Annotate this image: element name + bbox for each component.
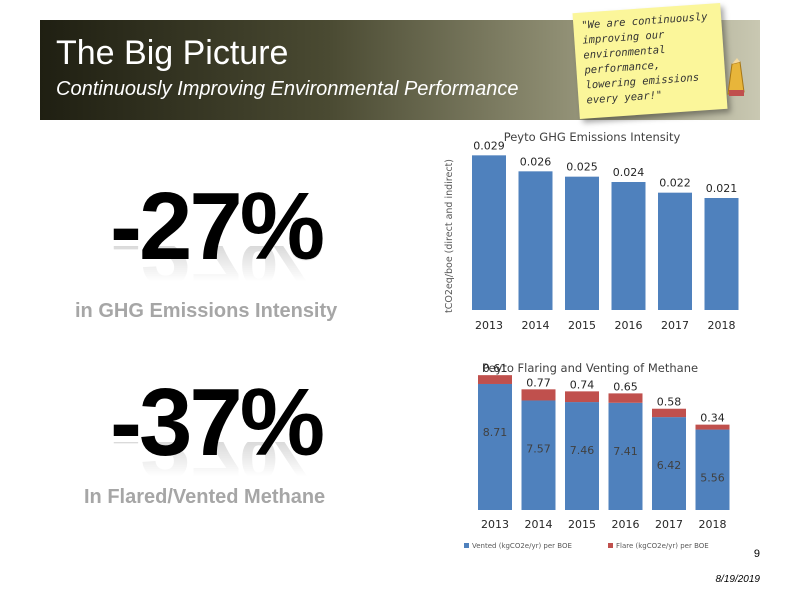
chart1-data-label: 0.022 — [659, 177, 691, 190]
legend-label-vented: Vented (kgCO2e/yr) per BOE — [472, 542, 572, 550]
chart1-x-tick: 2018 — [708, 319, 736, 332]
chart2-flare-label: 0.61 — [483, 362, 508, 375]
chart2-flare-label: 0.65 — [613, 380, 638, 393]
chart2-bar-flare-2014 — [521, 389, 556, 401]
chart1-bar-2014 — [518, 171, 553, 310]
chart2-bar-flare-2013 — [478, 375, 512, 384]
stat-ghg-caption: in GHG Emissions Intensity — [75, 300, 338, 322]
chart2-x-tick: 2013 — [481, 518, 509, 531]
stat-methane-caption: In Flared/Vented Methane — [84, 486, 326, 508]
chart2-x-tick: 2016 — [612, 518, 640, 531]
chart2-vented-label: 7.41 — [613, 445, 638, 458]
chart2-bar-vented-2016 — [608, 402, 643, 510]
chart2-bar-vented-2018 — [695, 429, 730, 510]
chart2-bar-vented-2013 — [478, 383, 512, 510]
chart2-flare-label: 0.34 — [700, 412, 725, 425]
chart1-data-label: 0.025 — [566, 161, 598, 174]
chart2-vented-label: 5.56 — [700, 472, 725, 485]
chart2-x-tick: 2015 — [568, 518, 596, 531]
chart1-x-tick: 2015 — [568, 319, 596, 332]
chart2-title: Peyto Flaring and Venting of Methane — [482, 361, 698, 375]
chart2-x-tick: 2014 — [525, 518, 553, 531]
chart2-vented-label: 6.42 — [657, 459, 682, 472]
chart1-bar-2015 — [565, 176, 599, 310]
chart2-vented-label: 8.71 — [483, 426, 508, 439]
chart2-bar-vented-2017 — [652, 417, 686, 510]
slide-date: 8/19/2019 — [715, 574, 761, 585]
chart2-bar-flare-2015 — [565, 391, 599, 403]
stat-methane-value: -37% — [110, 369, 325, 476]
chart1-data-label: 0.024 — [613, 166, 645, 179]
chart1-data-label: 0.029 — [473, 139, 505, 152]
ghg-intensity-chart: Peyto GHG Emissions Intensity tCO2eq/boe… — [444, 130, 739, 332]
slide-title: The Big Picture — [56, 34, 289, 72]
pencil-icon — [727, 58, 745, 96]
flaring-venting-chart: Peyto Flaring and Venting of Methane 8.7… — [464, 361, 730, 550]
chart1-ylabel: tCO2eq/boe (direct and indirect) — [444, 159, 455, 313]
chart2-vented-label: 7.46 — [570, 444, 595, 457]
chart1-x-tick: 2016 — [615, 319, 643, 332]
chart1-data-label: 0.021 — [706, 182, 738, 195]
chart2-bar-vented-2015 — [565, 402, 599, 510]
chart2-flare-label: 0.74 — [570, 378, 595, 391]
chart2-vented-label: 7.57 — [526, 442, 551, 455]
chart2-flare-label: 0.77 — [526, 376, 551, 389]
chart2-flare-label: 0.58 — [657, 396, 682, 409]
chart2-bar-flare-2016 — [608, 393, 643, 403]
legend-swatch-flare — [608, 543, 613, 548]
chart1-bar-2016 — [611, 182, 646, 310]
chart2-bar-vented-2014 — [521, 400, 556, 510]
chart1-x-tick: 2017 — [661, 319, 689, 332]
chart1-x-tick: 2014 — [522, 319, 550, 332]
legend-swatch-vented — [464, 543, 469, 548]
chart1-title: Peyto GHG Emissions Intensity — [504, 130, 681, 144]
chart2-bar-flare-2018 — [695, 424, 730, 430]
legend-label-flare: Flare (kgCO2e/yr) per BOE — [616, 542, 709, 550]
chart1-bar-2018 — [704, 198, 739, 310]
chart2-bar-flare-2017 — [652, 408, 686, 418]
chart1-bar-2013 — [472, 155, 506, 310]
chart2-x-tick: 2018 — [699, 518, 727, 531]
slide-subtitle: Continuously Improving Environmental Per… — [56, 78, 519, 100]
stat-ghg-value: -27% — [110, 173, 325, 280]
page-number: 9 — [753, 548, 760, 560]
chart1-x-tick: 2013 — [475, 319, 503, 332]
chart2-x-tick: 2017 — [655, 518, 683, 531]
chart1-data-label: 0.026 — [520, 155, 552, 168]
sticky-note: "We are continuously improving our envir… — [572, 2, 728, 120]
chart1-bar-2017 — [658, 192, 692, 310]
stat-ghg-reflection: -27% — [110, 246, 323, 305]
